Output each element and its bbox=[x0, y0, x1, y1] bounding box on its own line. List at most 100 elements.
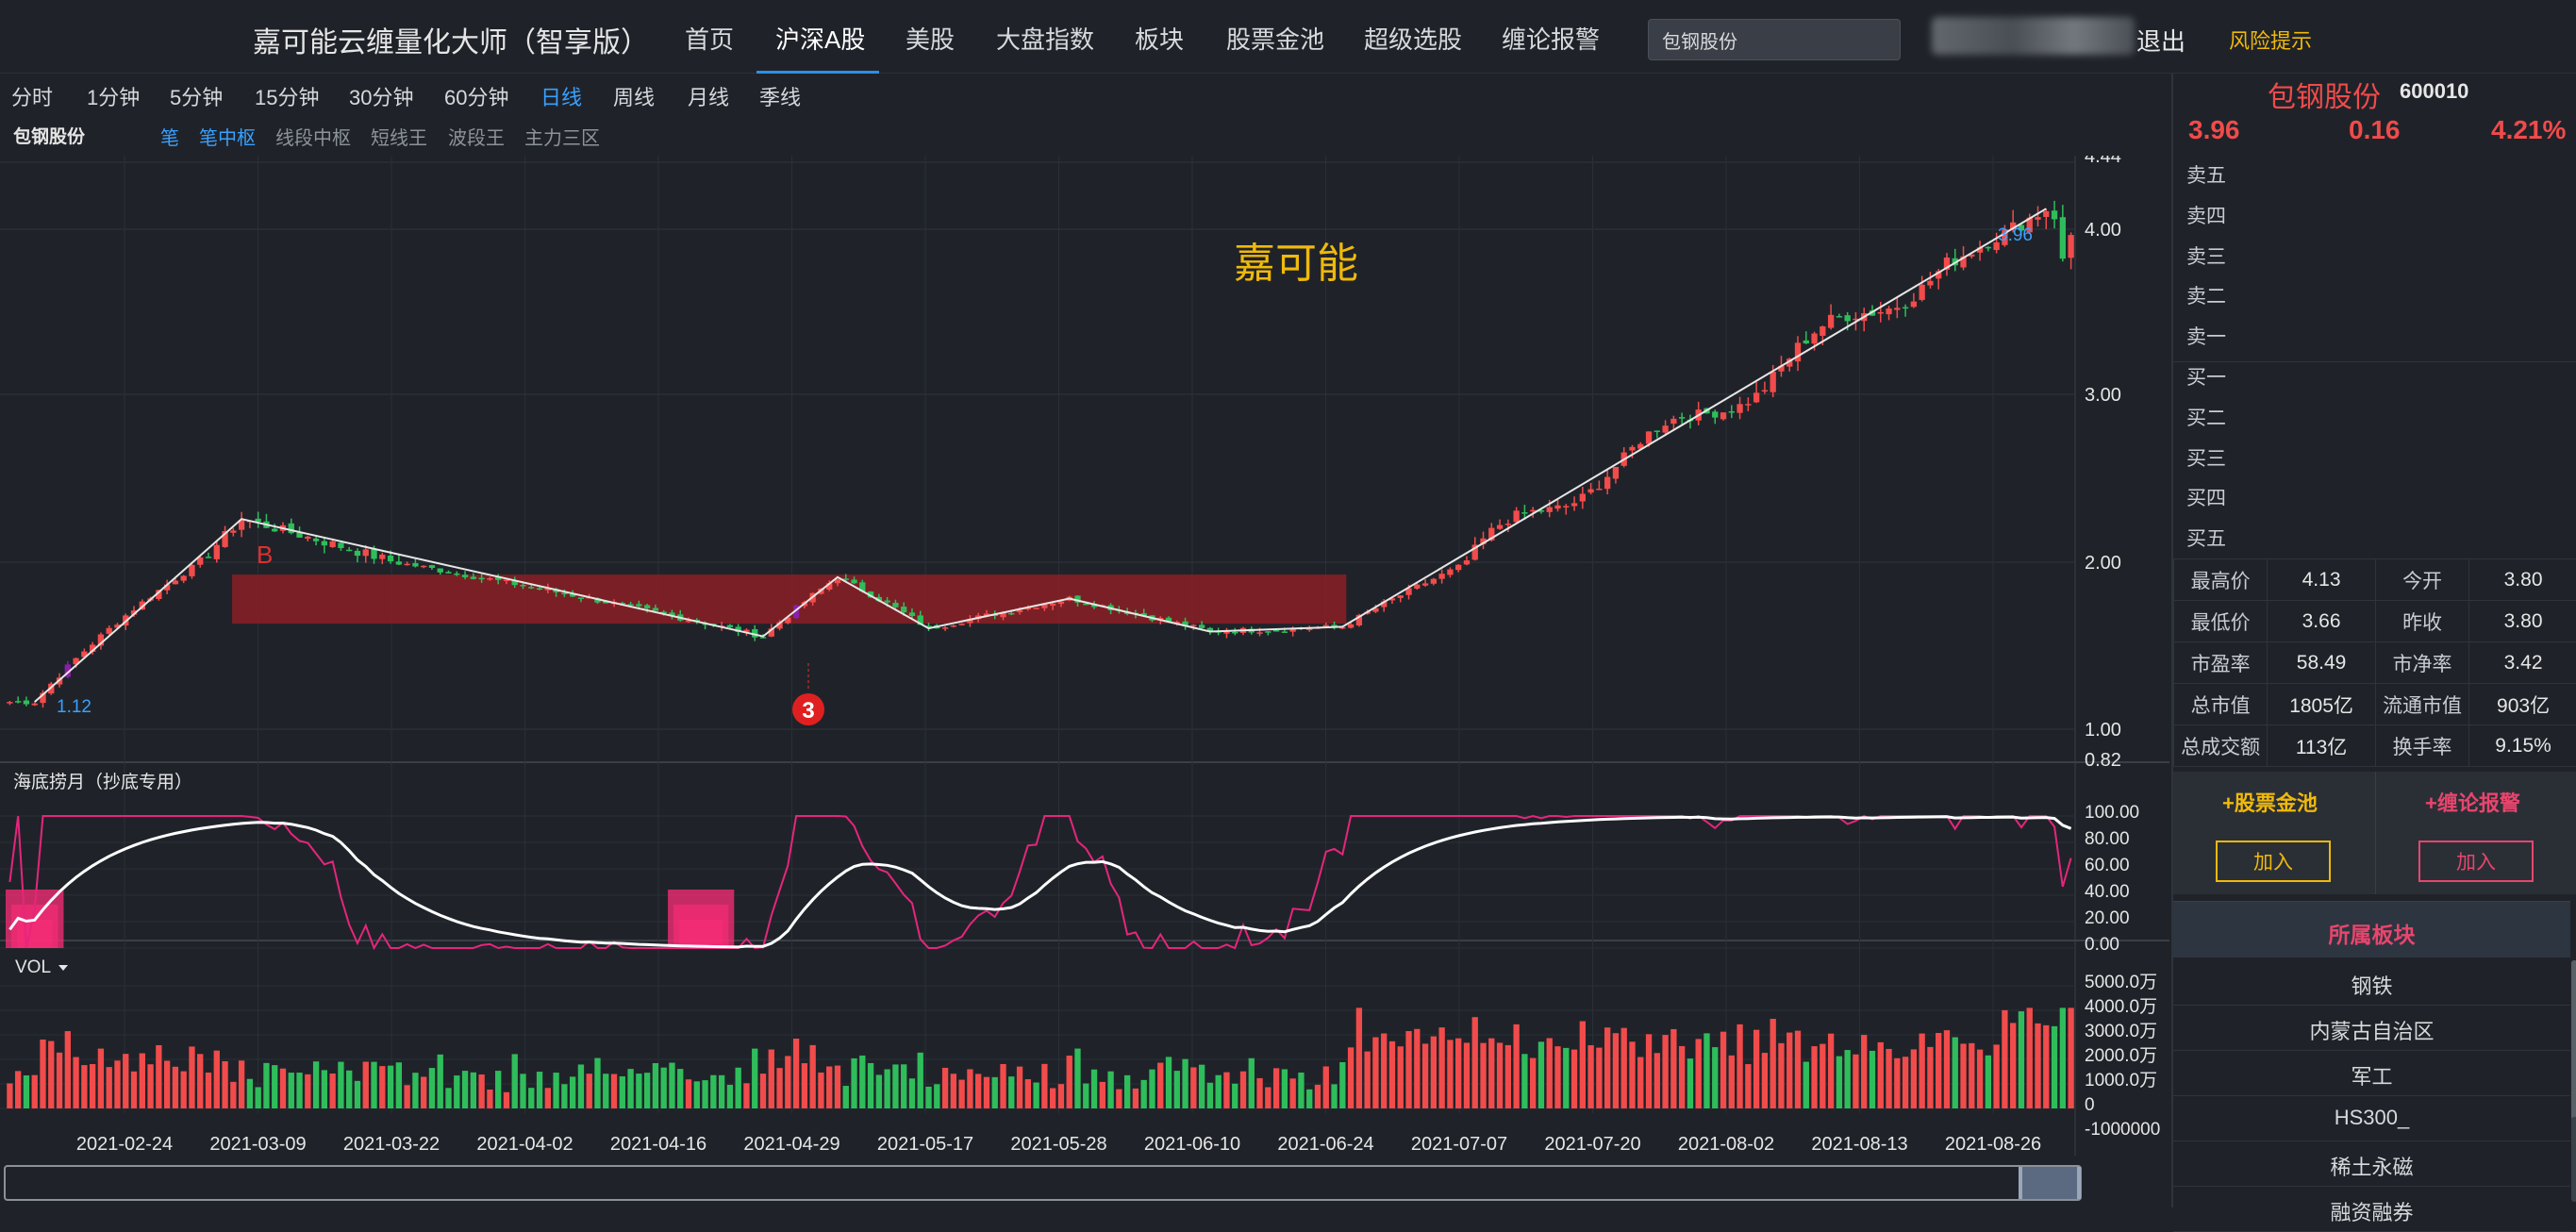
volume-bar bbox=[694, 1081, 700, 1108]
watermark-text: 嘉可能 bbox=[1234, 229, 1358, 290]
volume-bar bbox=[1414, 1029, 1420, 1108]
volume-bar bbox=[1861, 1035, 1867, 1108]
candle-body bbox=[379, 555, 385, 559]
period-60min[interactable]: 60分钟 bbox=[444, 81, 508, 111]
nav-chan-alerts[interactable]: 缠论报警 bbox=[1502, 21, 1600, 56]
last-price: 3.96 bbox=[2188, 115, 2240, 145]
volume-bar bbox=[1521, 1054, 1527, 1108]
candle-body bbox=[256, 519, 261, 522]
date-tick: 2021-02-24 bbox=[76, 1134, 173, 1155]
nav-us-stocks[interactable]: 美股 bbox=[906, 21, 955, 56]
nav-home[interactable]: 首页 bbox=[685, 21, 734, 56]
volume-bar bbox=[743, 1083, 749, 1108]
candle-body bbox=[892, 603, 898, 608]
volume-bar bbox=[909, 1078, 915, 1108]
vol-tick: -1000000 bbox=[2085, 1120, 2160, 1140]
sector-item[interactable]: 钢铁 bbox=[2173, 960, 2570, 1006]
period-weekly[interactable]: 周线 bbox=[613, 81, 655, 111]
volume-bar bbox=[346, 1071, 352, 1108]
volume-bar bbox=[1174, 1071, 1180, 1108]
candle-body bbox=[1008, 613, 1014, 615]
nav-sectors[interactable]: 板块 bbox=[1135, 21, 1184, 56]
indicator-swing-king[interactable]: 波段王 bbox=[448, 123, 505, 150]
candle-body bbox=[1058, 602, 1064, 605]
candle-body bbox=[537, 589, 542, 591]
stock-code: 600010 bbox=[2400, 79, 2468, 104]
osc-tick: 80.00 bbox=[2085, 829, 2130, 849]
sector-item[interactable]: 稀土永磁 bbox=[2173, 1141, 2570, 1187]
stock-search-input[interactable] bbox=[1648, 19, 1901, 60]
chevron-down-icon[interactable] bbox=[58, 965, 68, 971]
risk-tip-link[interactable]: 风险提示 bbox=[2229, 25, 2312, 55]
period-15min[interactable]: 15分钟 bbox=[255, 81, 319, 111]
candle-body bbox=[1033, 608, 1039, 609]
volume-bar bbox=[1919, 1034, 1924, 1108]
add-to-pool-button[interactable]: 加入 bbox=[2216, 841, 2331, 882]
nav-stock-pool[interactable]: 股票金池 bbox=[1226, 21, 1324, 56]
candle-body bbox=[404, 564, 409, 566]
candle-body bbox=[1878, 312, 1884, 314]
candle-body bbox=[1497, 525, 1503, 529]
chart-horizontal-scrollbar[interactable] bbox=[4, 1165, 2082, 1201]
indicator-main-zones[interactable]: 主力三区 bbox=[524, 123, 600, 150]
volume-bar bbox=[1820, 1044, 1825, 1108]
volume-bar bbox=[1993, 1044, 1999, 1108]
stock-pool-title: +股票金池 bbox=[2222, 787, 2318, 817]
period-monthly[interactable]: 月线 bbox=[688, 81, 729, 111]
volume-bar bbox=[958, 1080, 964, 1108]
candle-body bbox=[1587, 490, 1593, 493]
period-30min[interactable]: 30分钟 bbox=[349, 81, 413, 111]
volume-bar bbox=[107, 1067, 112, 1108]
volume-bar bbox=[1729, 1056, 1735, 1108]
kline-chart[interactable]: 1.12 3.96 B 3 4.44 4.00 3.00 2.00 1.00 0… bbox=[0, 156, 2169, 1156]
volume-bar bbox=[1853, 1055, 1858, 1108]
date-tick: 2021-04-29 bbox=[743, 1134, 839, 1155]
logout-link[interactable]: 退出 bbox=[2136, 23, 2185, 58]
indicator-bi[interactable]: 笔 bbox=[160, 123, 179, 150]
sector-item[interactable]: 融资融券 bbox=[2173, 1187, 2570, 1232]
volume-bar bbox=[1431, 1037, 1437, 1108]
nav-a-shares[interactable]: 沪深A股 bbox=[775, 21, 865, 56]
volume-bar bbox=[1232, 1084, 1238, 1108]
sector-item[interactable]: 内蒙古自治区 bbox=[2173, 1006, 2570, 1051]
sector-item[interactable]: 军工 bbox=[2173, 1051, 2570, 1096]
volume-bar bbox=[1124, 1075, 1130, 1108]
volume-bar bbox=[627, 1069, 633, 1108]
candle-body bbox=[1414, 585, 1420, 589]
nav-super-screener[interactable]: 超级选股 bbox=[1364, 21, 1462, 56]
indicator-short-king[interactable]: 短线王 bbox=[371, 123, 427, 150]
candle-body bbox=[1256, 632, 1262, 634]
date-tick: 2021-05-17 bbox=[877, 1134, 973, 1155]
candle-body bbox=[1050, 604, 1055, 606]
volume-bar bbox=[1438, 1027, 1444, 1108]
volume-bar bbox=[1696, 1039, 1702, 1108]
candle-body bbox=[1646, 431, 1652, 443]
volume-title[interactable]: VOL bbox=[15, 957, 51, 977]
price-tick: 3.00 bbox=[2085, 385, 2121, 406]
period-daily[interactable]: 日线 bbox=[540, 81, 582, 111]
add-alert-button[interactable]: 加入 bbox=[2418, 841, 2534, 882]
indicator-segment-pivot[interactable]: 线段中枢 bbox=[275, 123, 351, 150]
scrollbar-thumb[interactable] bbox=[2019, 1167, 2081, 1199]
vol-tick: 5000.0万 bbox=[2085, 973, 2157, 992]
volume-bar bbox=[727, 1085, 733, 1108]
period-quarterly[interactable]: 季线 bbox=[759, 81, 801, 111]
volume-bar bbox=[1166, 1057, 1172, 1108]
volume-bar bbox=[785, 1056, 790, 1108]
indicator-bi-pivot[interactable]: 笔中枢 bbox=[199, 123, 256, 150]
volume-bar bbox=[412, 1073, 418, 1108]
candle-body bbox=[942, 627, 948, 629]
nav-indices[interactable]: 大盘指数 bbox=[996, 21, 1094, 56]
candle-body bbox=[1571, 503, 1577, 506]
period-1min[interactable]: 1分钟 bbox=[87, 81, 140, 111]
stat-value: 4.13 bbox=[2268, 559, 2376, 601]
candle-body bbox=[1431, 579, 1437, 584]
vol-tick: 4000.0万 bbox=[2085, 997, 2157, 1017]
period-timeshare[interactable]: 分时 bbox=[11, 81, 53, 111]
sector-scrollbar[interactable] bbox=[2571, 960, 2576, 1121]
stat-value: 58.49 bbox=[2268, 642, 2376, 684]
sector-item[interactable]: HS300_ bbox=[2173, 1096, 2570, 1141]
sector-scrollbar-track[interactable] bbox=[2571, 1117, 2576, 1202]
period-5min[interactable]: 5分钟 bbox=[170, 81, 223, 111]
candle-body bbox=[1232, 632, 1238, 634]
